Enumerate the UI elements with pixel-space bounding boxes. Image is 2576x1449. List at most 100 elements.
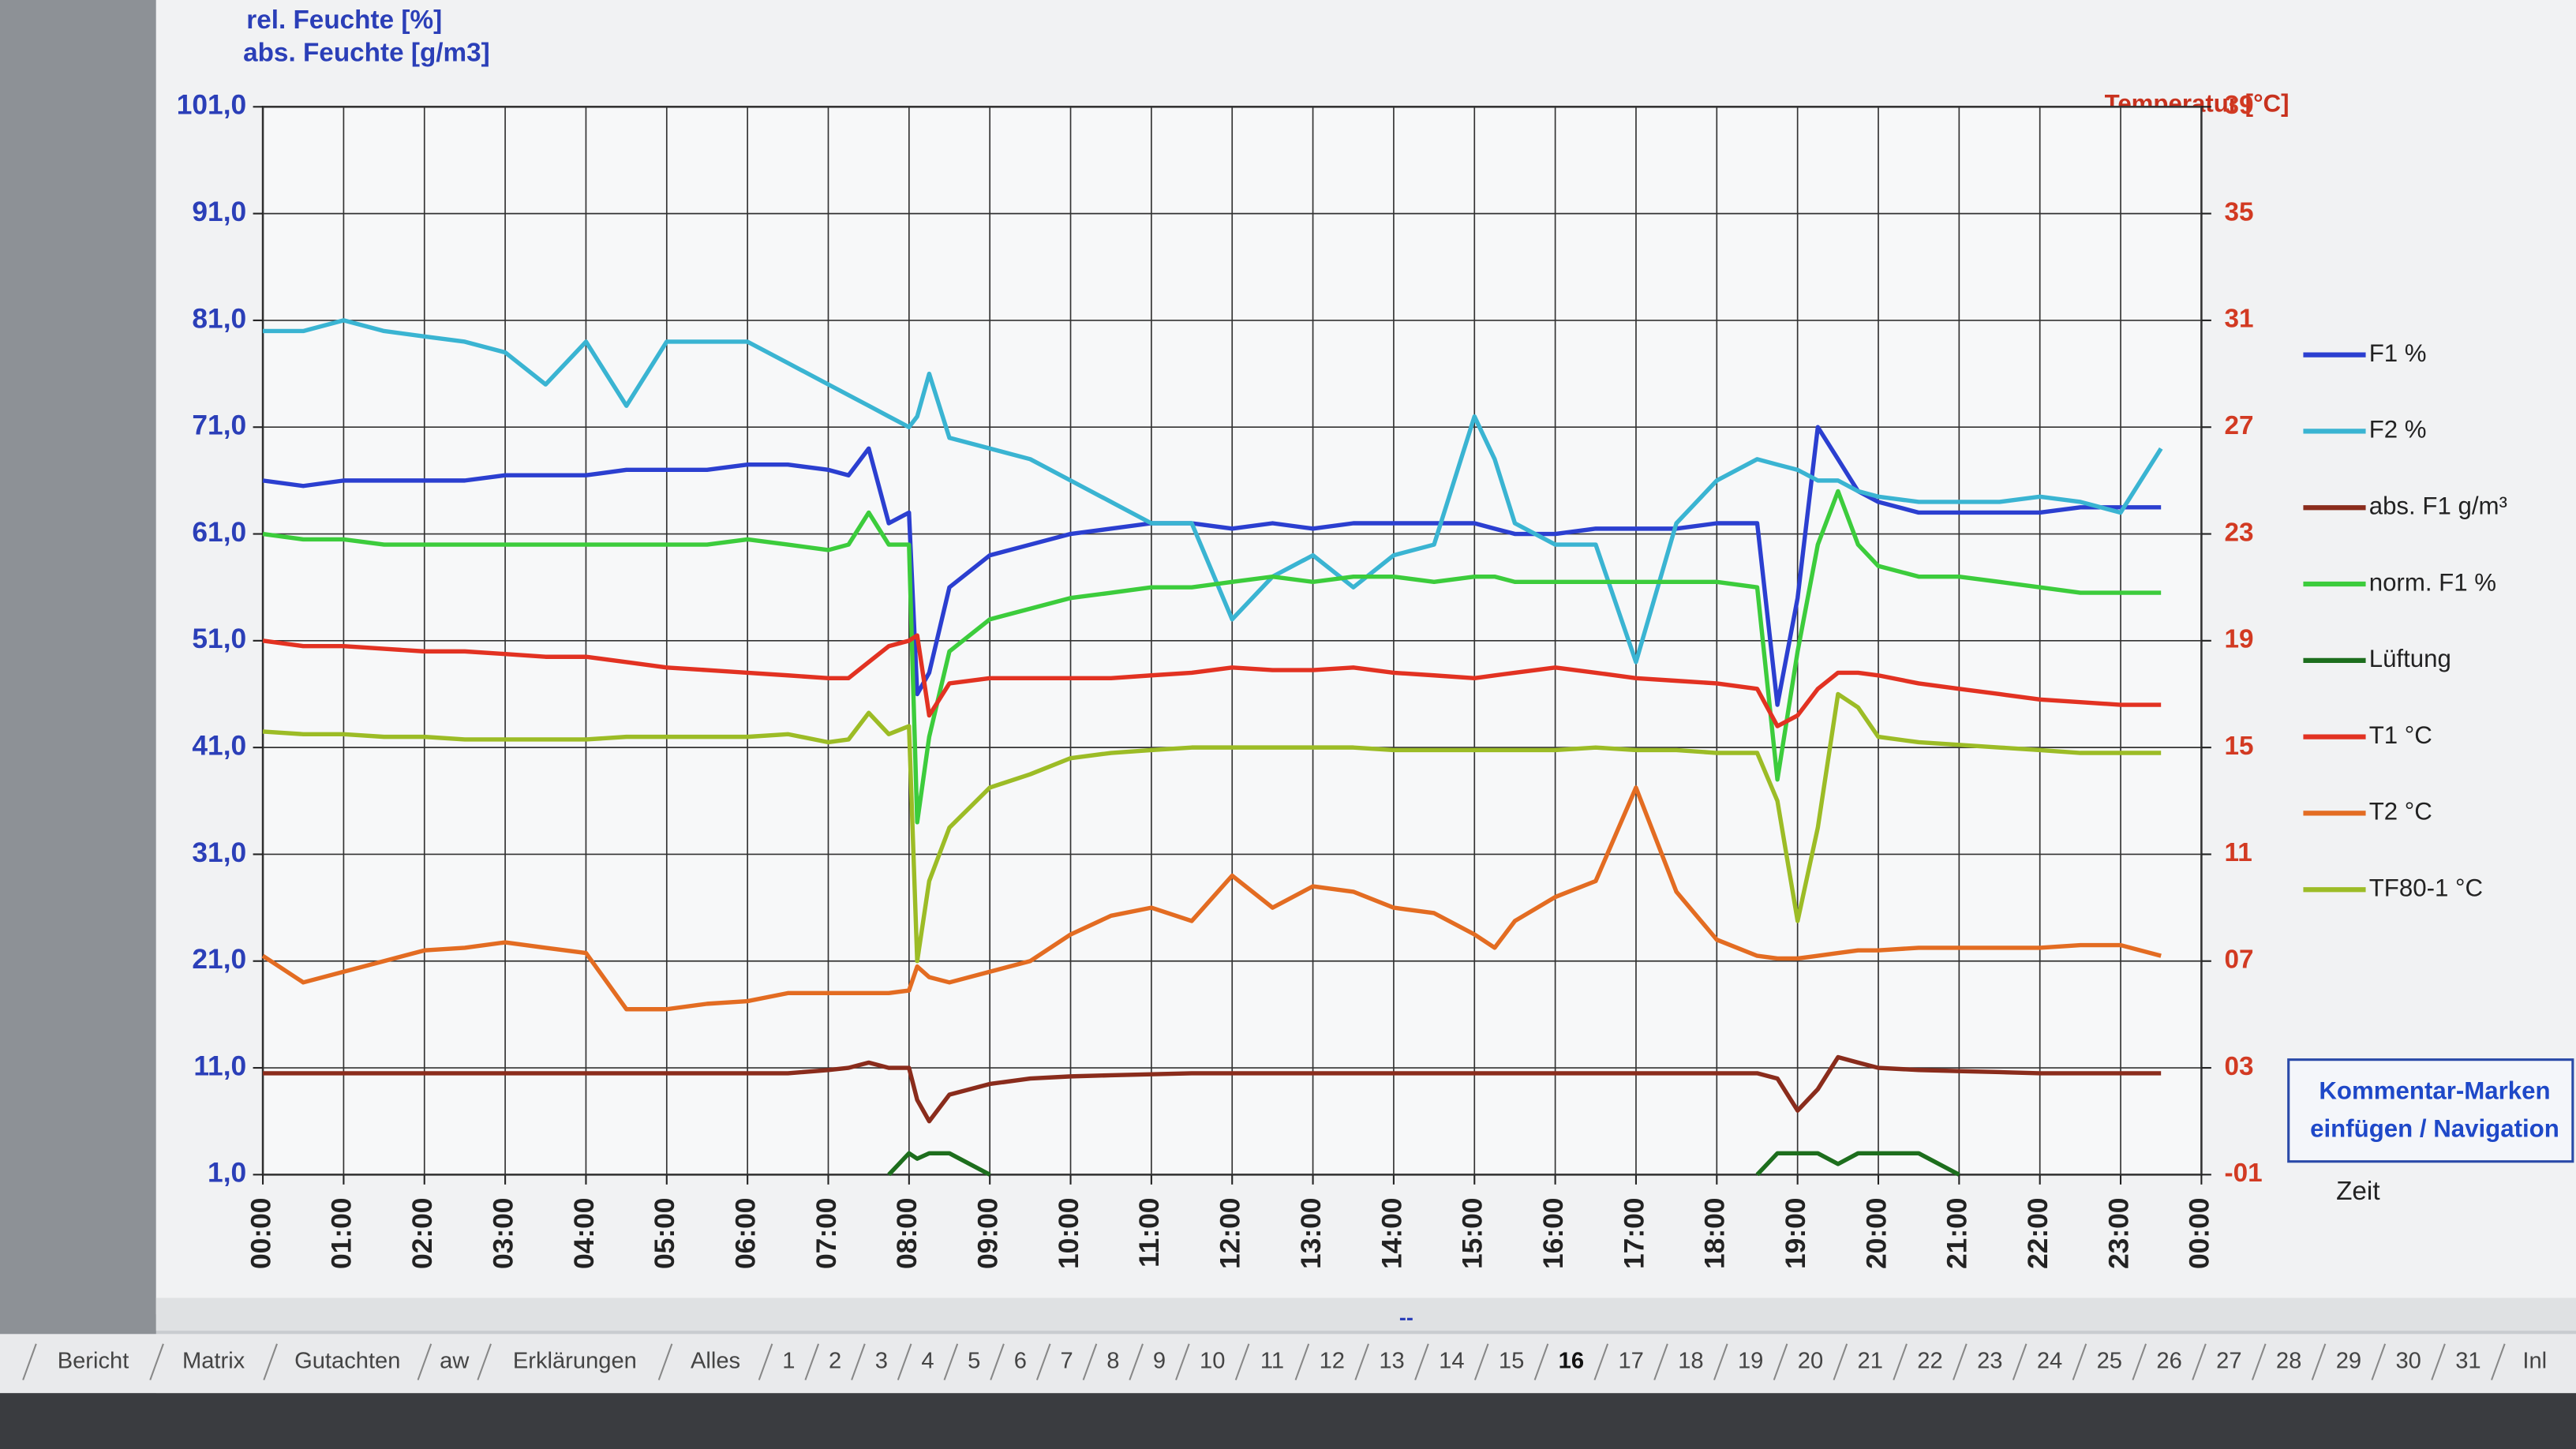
tab[interactable]: 18 [1678, 1348, 1703, 1373]
tab[interactable]: 27 [2216, 1348, 2241, 1373]
tab[interactable]: 24 [2037, 1348, 2062, 1373]
tab[interactable]: 13 [1379, 1348, 1404, 1373]
tab[interactable]: 5 [968, 1348, 980, 1373]
tab-separator [758, 1343, 773, 1380]
tab[interactable]: 2 [829, 1348, 841, 1373]
x-tick-label: 03:00 [488, 1198, 519, 1269]
y-tick-label: 101,0 [177, 90, 247, 121]
y2-tick-label: 11 [2225, 838, 2252, 867]
x-tick-label: 16:00 [1538, 1198, 1569, 1269]
tab[interactable]: 15 [1499, 1348, 1524, 1373]
tab[interactable]: 20 [1798, 1348, 1823, 1373]
y2-tick-label: -01 [2225, 1159, 2263, 1188]
tab[interactable]: Gutachten [294, 1348, 400, 1373]
tab-separator [1533, 1343, 1549, 1380]
tab[interactable]: 21 [1858, 1348, 1883, 1373]
tab[interactable]: Bericht [58, 1348, 129, 1373]
tab-separator [1129, 1343, 1144, 1380]
series-line [263, 1054, 2162, 1124]
tab-separator [149, 1343, 164, 1380]
tab[interactable]: 17 [1618, 1348, 1643, 1373]
tab[interactable]: 25 [2097, 1348, 2122, 1373]
tab[interactable]: 8 [1106, 1348, 1119, 1373]
tab-separator [1035, 1343, 1051, 1380]
tab[interactable]: 12 [1320, 1348, 1345, 1373]
y2-tick-label: 31 [2225, 305, 2254, 334]
tab-separator [1234, 1343, 1250, 1380]
tab-separator [1354, 1343, 1369, 1380]
series-line [262, 691, 2162, 964]
y2-tick-label: 03 [2225, 1052, 2254, 1081]
tab[interactable]: Inl [2522, 1348, 2547, 1373]
tab[interactable]: 19 [1738, 1348, 1763, 1373]
y2-tick-label: 23 [2225, 518, 2254, 547]
tab-separator [1593, 1343, 1609, 1380]
series-line [263, 318, 2163, 665]
tab[interactable]: 26 [2156, 1348, 2181, 1373]
tab[interactable]: 30 [2395, 1348, 2421, 1373]
tab[interactable]: 9 [1153, 1348, 1166, 1373]
tab[interactable]: 4 [921, 1348, 934, 1373]
scroll-marker: -- [1399, 1306, 1413, 1330]
y-tick-label: 71,0 [192, 410, 246, 441]
tab[interactable]: 11 [1260, 1348, 1284, 1373]
tab[interactable]: 7 [1061, 1348, 1073, 1373]
scroll-area [155, 1297, 2576, 1331]
legend-label: F2 % [2369, 416, 2427, 444]
y-tick-label: 91,0 [192, 197, 246, 227]
x-tick-label: 13:00 [1296, 1198, 1327, 1269]
y-tick-label: 51,0 [192, 623, 246, 654]
tab-separator [1294, 1343, 1310, 1380]
x-tick-label: 00:00 [2185, 1198, 2215, 1269]
tab[interactable]: 28 [2276, 1348, 2301, 1373]
tab-separator [22, 1343, 37, 1380]
button-frame[interactable] [2287, 1058, 2574, 1163]
tab[interactable]: 23 [1977, 1348, 2002, 1373]
tab-bar [0, 1334, 2576, 1394]
tab-separator [417, 1343, 432, 1380]
x-tick-label: 15:00 [1458, 1198, 1488, 1269]
x-tick-label: 17:00 [1619, 1198, 1649, 1269]
x-tick-label: 14:00 [1376, 1198, 1407, 1269]
tab-separator [263, 1343, 278, 1380]
tab-separator [2251, 1343, 2267, 1380]
x-tick-label: 18:00 [1700, 1198, 1731, 1269]
tab[interactable]: 10 [1200, 1348, 1225, 1373]
tab-separator [2311, 1343, 2327, 1380]
y-tick-label: 21,0 [192, 944, 246, 975]
series-line [887, 1151, 991, 1177]
tab-separator [990, 1343, 1005, 1380]
tab[interactable]: Matrix [182, 1348, 245, 1373]
series-line [1755, 1151, 1960, 1177]
tab[interactable]: 22 [1917, 1348, 1942, 1373]
series-line [262, 489, 2162, 825]
tab[interactable]: Erklärungen [513, 1348, 637, 1373]
comment-button[interactable]: Kommentar-Marken einfügen / Navigation [2287, 1058, 2574, 1163]
tab[interactable]: aw [440, 1348, 470, 1373]
tab[interactable]: Alles [691, 1348, 740, 1373]
tab-separator [2192, 1343, 2207, 1380]
legend-label: norm. F1 % [2369, 568, 2496, 596]
tab[interactable]: 3 [875, 1348, 888, 1373]
x-tick-label: 09:00 [973, 1198, 1004, 1269]
y2-tick-label: 27 [2225, 411, 2254, 440]
tab[interactable]: 16 [1559, 1348, 1584, 1373]
tab[interactable]: 1 [782, 1348, 795, 1373]
tab-separator [2072, 1343, 2087, 1380]
tab-separator [804, 1343, 820, 1380]
button-label[interactable]: Kommentar-Marken [2319, 1077, 2550, 1105]
x-tick-label: 12:00 [1215, 1198, 1246, 1269]
y2-tick-label: 39 [2225, 91, 2254, 120]
legend-label: Lüftung [2369, 645, 2451, 672]
x-tick-label: 21:00 [1942, 1198, 1973, 1269]
tab[interactable]: 6 [1014, 1348, 1027, 1373]
tab[interactable]: 14 [1439, 1348, 1464, 1373]
tab[interactable]: 31 [2455, 1348, 2481, 1373]
tab-separator [2012, 1343, 2027, 1380]
y-tick-label: 41,0 [192, 730, 246, 761]
tab[interactable]: 29 [2336, 1348, 2361, 1373]
y2-tick-label: 07 [2225, 945, 2254, 975]
button-label[interactable]: einfügen / Navigation [2310, 1114, 2559, 1142]
